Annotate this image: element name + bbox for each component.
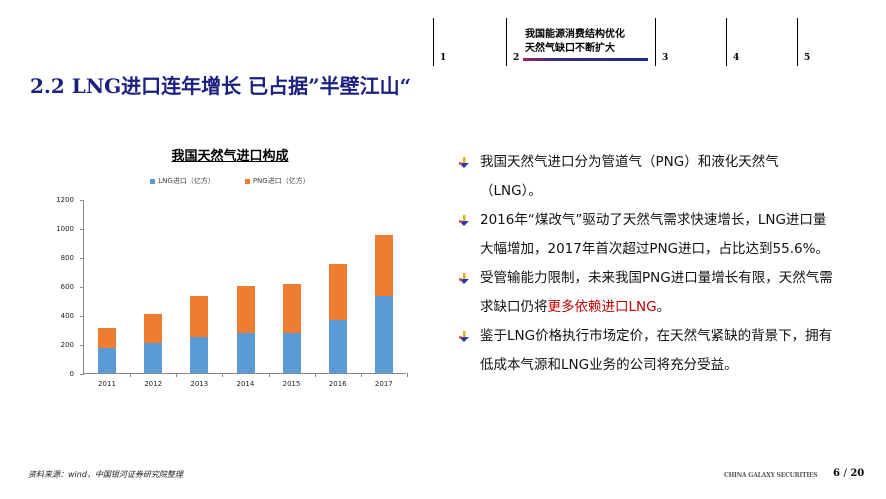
bullet-arrow-icon bbox=[459, 273, 469, 284]
bullet-arrow-icon bbox=[459, 157, 469, 168]
bar-segment bbox=[144, 314, 163, 343]
legend-swatch-lng bbox=[150, 178, 156, 184]
y-tick-label: 400 bbox=[60, 312, 74, 320]
x-tick-label: 2013 bbox=[190, 380, 209, 388]
bullet-item: 2016年“煤改气”驱动了天然气需求快速增长，LNG进口量大幅增加，2017年首… bbox=[458, 206, 838, 264]
legend-swatch-png bbox=[244, 178, 250, 184]
plot-area: 0 200 400 600 800 1000 1200 2011 2012 2013 2014 201… bbox=[56, 196, 408, 388]
stacked-bar-chart: 我国天然气进口构成 LNG进口（亿方） PNG进口（亿方） 0 200 400 600… bbox=[40, 140, 420, 400]
x-tick-mark bbox=[176, 373, 178, 377]
y-tick-label: 1200 bbox=[56, 196, 74, 204]
legend-item-png: PNG进口（亿方） bbox=[244, 176, 310, 186]
x-tick-mark bbox=[268, 373, 270, 377]
y-tick-label: 600 bbox=[60, 283, 74, 291]
nav-number: 3 bbox=[662, 53, 669, 63]
bar-2012 bbox=[144, 314, 163, 373]
y-tick-mark bbox=[80, 374, 84, 375]
bar-segment bbox=[374, 234, 393, 297]
bar-segment bbox=[374, 296, 393, 373]
x-tick-label: 2015 bbox=[282, 380, 301, 388]
y-tick-mark bbox=[80, 229, 84, 230]
bar-2016 bbox=[328, 263, 347, 373]
bar-segment bbox=[282, 283, 301, 333]
legend-item-lng: LNG进口（亿方） bbox=[150, 176, 215, 186]
bullet-arrow-icon bbox=[459, 215, 469, 226]
y-tick-label: 0 bbox=[69, 370, 74, 378]
x-tick-label: 2011 bbox=[98, 380, 116, 388]
chart-legend: LNG进口（亿方） PNG进口（亿方） bbox=[40, 176, 420, 186]
x-tick-mark bbox=[314, 373, 316, 377]
nav-item-1[interactable]: 1 bbox=[433, 18, 446, 66]
y-tick-label: 800 bbox=[60, 254, 74, 262]
x-tick-mark bbox=[130, 373, 132, 377]
bullet-list: 我国天然气进口分为管道气（PNG）和液化天然气（LNG）。 2016年“煤改气”… bbox=[458, 148, 838, 380]
highlight-text: 更多依赖进口LNG bbox=[547, 299, 657, 315]
page-indicator: 6 / 20 bbox=[833, 468, 865, 479]
x-tick-mark bbox=[360, 373, 362, 377]
bar-segment bbox=[190, 336, 209, 373]
x-tick-label: 2012 bbox=[144, 380, 163, 388]
y-tick-label: 200 bbox=[60, 341, 74, 349]
nav-item-3[interactable]: 3 bbox=[655, 18, 668, 66]
nav-number: 2 bbox=[513, 53, 520, 63]
bar-segment bbox=[282, 332, 301, 373]
page-title: 2.2 LNG进口连年增长 已占据”半壁江山“ bbox=[30, 74, 412, 98]
y-tick-mark bbox=[80, 316, 84, 317]
bar-2013 bbox=[190, 296, 209, 373]
bullet-item: 我国天然气进口分为管道气（PNG）和液化天然气（LNG）。 bbox=[458, 148, 838, 206]
active-indicator bbox=[523, 58, 648, 61]
bar-2011 bbox=[98, 328, 117, 373]
chart-title: 我国天然气进口构成 bbox=[171, 149, 289, 164]
nav-number: 1 bbox=[440, 53, 447, 63]
nav-number: 5 bbox=[804, 53, 811, 63]
bullet-arrow-icon bbox=[459, 331, 469, 342]
bullet-item: 受管输能力限制，未来我国PNG进口量增长有限，天然气需求缺口仍将更多依赖进口LN… bbox=[458, 264, 838, 322]
source-note: 资料来源：wind，中国银河证券研究院整理 bbox=[28, 470, 183, 479]
nav-label: 我国能源消费结构优化 天然气缺口不断扩大 bbox=[525, 29, 625, 54]
x-tick-label: 2016 bbox=[328, 380, 347, 388]
bar-segment bbox=[328, 263, 347, 320]
bar-2014 bbox=[236, 286, 255, 373]
x-tick-label: 2017 bbox=[374, 380, 393, 388]
y-tick-mark bbox=[80, 258, 84, 259]
bar-segment bbox=[236, 286, 255, 333]
nav-item-4[interactable]: 4 bbox=[726, 18, 739, 66]
bar-segment bbox=[144, 343, 163, 373]
y-tick-mark bbox=[80, 287, 84, 288]
y-tick-mark bbox=[80, 200, 84, 201]
bar-segment bbox=[236, 332, 255, 373]
x-tick-mark bbox=[407, 373, 408, 377]
nav-number: 4 bbox=[733, 53, 740, 63]
brand-logo-text: CHINA GALAXY SECURITIES bbox=[724, 472, 818, 479]
nav-item-5[interactable]: 5 bbox=[797, 18, 810, 66]
bar-segment bbox=[98, 328, 117, 349]
bullet-item: 鉴于LNG价格执行市场定价，在天然气紧缺的背景下，拥有低成本气源和LNG业务的公… bbox=[458, 322, 838, 380]
nav-item-2[interactable]: 2 我国能源消费结构优化 天然气缺口不断扩大 bbox=[506, 18, 648, 66]
x-tick-mark bbox=[222, 373, 224, 377]
bar-segment bbox=[190, 296, 209, 337]
bar-segment bbox=[98, 348, 117, 373]
bar-segment bbox=[328, 319, 347, 373]
x-tick-label: 2014 bbox=[236, 380, 255, 388]
y-tick-mark bbox=[80, 345, 84, 346]
y-tick-label: 1000 bbox=[56, 225, 74, 233]
bar-2015 bbox=[282, 283, 301, 373]
bar-2017 bbox=[374, 234, 393, 373]
